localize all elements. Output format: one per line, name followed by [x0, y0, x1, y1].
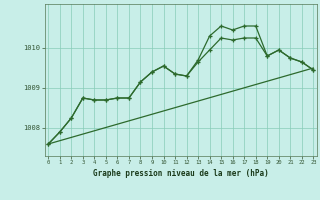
X-axis label: Graphe pression niveau de la mer (hPa): Graphe pression niveau de la mer (hPa) — [93, 169, 269, 178]
